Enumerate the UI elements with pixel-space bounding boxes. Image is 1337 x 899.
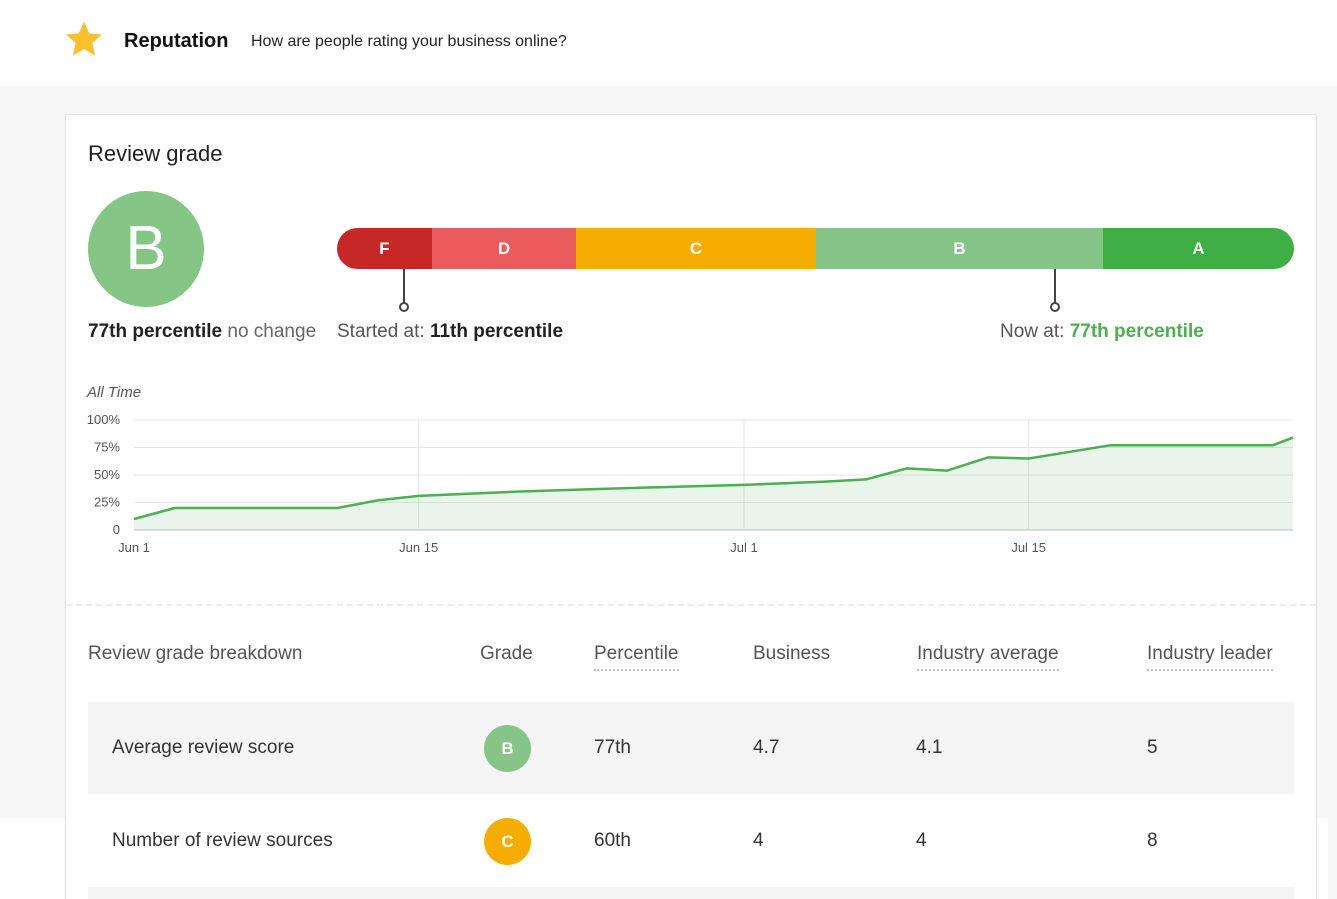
review-grade-card: Review grade B 77th percentile no change… <box>65 114 1317 899</box>
now-label: Now at: <box>1000 321 1065 342</box>
row-name: Average review score <box>112 737 295 758</box>
percentile-history-chart: 0 25% 50% 75% 100% Jun 1 Jun 15 Jul 1 Jul 15 <box>87 412 1294 555</box>
header-industry-average[interactable]: Industry average <box>917 643 1059 671</box>
row-grade-badge: B <box>484 725 531 772</box>
grade-segment-f: F <box>337 228 432 269</box>
grade-percentile-line: 77th percentile no change <box>88 321 316 343</box>
y-tick-label: 25% <box>94 495 120 510</box>
row-percentile: 60th <box>594 830 631 851</box>
table-row: Number of review sources C 60th 4 4 8 <box>88 795 1294 887</box>
x-tick-label: Jul 15 <box>1011 540 1046 555</box>
row-industry-average: 4.1 <box>916 737 943 758</box>
row-industry-leader: 8 <box>1147 830 1158 851</box>
y-tick-label: 75% <box>94 440 120 455</box>
grade-scale-bar: F D C B A <box>337 228 1294 269</box>
header-industry-leader[interactable]: Industry leader <box>1147 643 1273 671</box>
grade-segment-b: B <box>816 228 1103 269</box>
header-grade: Grade <box>480 643 533 664</box>
row-industry-average: 4 <box>916 830 927 851</box>
started-value: 11th percentile <box>429 321 564 342</box>
series-area <box>134 437 1293 530</box>
grade-segment-c: C <box>576 228 816 269</box>
page-title: Reputation <box>124 30 229 52</box>
grade-segment-d: D <box>432 228 576 269</box>
x-tick-label: Jun 1 <box>118 540 150 555</box>
page-background-edge <box>1328 818 1337 899</box>
y-tick-label: 50% <box>94 467 120 482</box>
star-icon <box>66 21 102 56</box>
now-at: Now at: 77th percentile <box>1000 321 1204 343</box>
header-breakdown: Review grade breakdown <box>88 643 303 664</box>
row-business: 4 <box>753 830 764 851</box>
now-value: 77th percentile <box>1069 321 1204 342</box>
row-grade-badge: C <box>484 818 531 865</box>
grade-percentile: 77th percentile <box>88 321 223 342</box>
chart-range-label: All Time <box>87 384 142 401</box>
header-percentile[interactable]: Percentile <box>594 643 679 671</box>
row-business: 4.7 <box>753 737 780 758</box>
now-marker <box>1050 269 1060 313</box>
table-row: Average review score B 77th 4.7 4.1 5 <box>88 702 1294 794</box>
grade-change: no change <box>227 321 317 342</box>
y-tick-label: 0 <box>113 522 120 537</box>
grade-badge: B <box>88 191 204 307</box>
row-name: Number of review sources <box>112 830 333 851</box>
header-business: Business <box>753 643 831 664</box>
y-tick-label: 100% <box>87 412 121 427</box>
table-row <box>88 887 1294 899</box>
page-subtitle: How are people rating your business onli… <box>251 33 567 50</box>
start-marker <box>399 269 409 313</box>
started-at: Started at: 11th percentile <box>337 321 563 343</box>
card-title: Review grade <box>88 141 223 166</box>
row-percentile: 77th <box>594 737 631 758</box>
started-label: Started at: <box>337 321 425 342</box>
grade-segment-a: A <box>1103 228 1294 269</box>
top-bar: Reputation How are people rating your bu… <box>0 0 1337 86</box>
section-divider <box>66 604 1316 606</box>
x-tick-label: Jun 15 <box>399 540 438 555</box>
x-tick-label: Jul 1 <box>730 540 757 555</box>
row-industry-leader: 5 <box>1147 737 1158 758</box>
